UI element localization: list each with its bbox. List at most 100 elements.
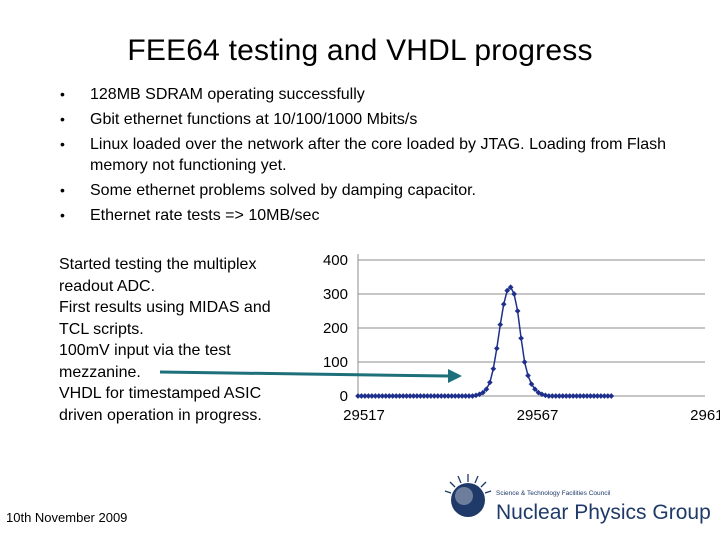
data-point: [480, 389, 486, 396]
data-point: [365, 393, 372, 399]
data-point: [414, 393, 420, 399]
annotation-arrow: [159, 370, 449, 378]
notes-line: TCL scripts.: [59, 320, 144, 338]
data-point: [407, 393, 413, 399]
bullet-item: Ethernet rate tests => 10MB/sec: [56, 205, 676, 226]
data-point: [556, 393, 563, 399]
y-tick-label: 100: [323, 354, 348, 371]
bullet-item: 128MB SDRAM operating successfully: [56, 84, 676, 105]
data-point: [417, 393, 424, 399]
data-point: [546, 393, 552, 399]
data-point: [382, 393, 389, 399]
data-point: [532, 386, 538, 393]
data-point: [500, 301, 507, 308]
y-tick-label: 200: [323, 320, 348, 337]
data-point: [518, 335, 524, 342]
data-point: [552, 393, 559, 399]
annotation-arrowhead: [448, 369, 462, 383]
logo-big-text: Nuclear Physics Group: [496, 501, 710, 524]
data-point: [403, 393, 410, 399]
data-point: [573, 393, 580, 399]
data-point: [483, 386, 490, 393]
y-tick-label: 0: [340, 388, 348, 405]
data-point: [580, 393, 587, 399]
data-point: [587, 393, 594, 399]
nuclear-physics-group-logo: Science & Technology Facilities Council …: [444, 474, 710, 524]
data-point: [400, 393, 406, 399]
notes-line: First results using MIDAS and: [59, 299, 271, 316]
data-point: [490, 365, 497, 372]
data-point: [605, 393, 611, 399]
data-point: [559, 393, 566, 399]
logo-small-text: Science & Technology Facilities Council: [496, 490, 611, 497]
data-point: [410, 393, 417, 399]
data-point: [358, 393, 365, 399]
series-line: [358, 285, 612, 397]
notes-line: readout ADC.: [59, 277, 156, 295]
y-tick-label: 300: [323, 286, 348, 303]
data-point: [504, 287, 511, 294]
data-point: [372, 393, 379, 399]
data-point: [598, 393, 604, 399]
data-point: [369, 393, 375, 399]
data-point: [521, 359, 528, 365]
data-point: [421, 393, 427, 399]
data-point: [594, 393, 601, 399]
stfc-globe-icon: [444, 474, 492, 517]
data-point: [386, 393, 393, 399]
slide-title: FEE64 testing and VHDL progress: [127, 34, 593, 67]
data-point: [362, 393, 368, 399]
x-tick-label: 29567: [517, 407, 559, 424]
data-point: [445, 393, 452, 399]
data-point: [438, 393, 445, 399]
data-point: [566, 393, 573, 399]
data-point: [584, 393, 590, 399]
data-point: [549, 393, 556, 399]
footer-date: 10th November 2009: [6, 510, 128, 525]
data-point: [487, 379, 493, 386]
data-point: [511, 291, 517, 297]
data-point: [452, 393, 458, 399]
bullet-item: Some ethernet problems solved by damping…: [56, 180, 676, 201]
notes-line: Started testing the multiplex: [59, 256, 257, 273]
data-point: [393, 393, 399, 399]
data-point: [563, 393, 570, 399]
data-point: [493, 345, 500, 352]
data-point: [459, 393, 465, 399]
data-point: [379, 393, 386, 399]
data-point: [448, 393, 455, 399]
x-tick-label: 29617: [690, 407, 720, 424]
data-point: [455, 393, 462, 399]
data-point: [389, 393, 396, 399]
data-point: [497, 321, 504, 328]
bullet-item: Gbit ethernet functions at 10/100/1000 M…: [56, 109, 676, 130]
data-point: [570, 393, 576, 399]
data-point: [608, 393, 615, 399]
bullet-list: 128MB SDRAM operating successfully Gbit …: [56, 84, 676, 230]
data-point: [525, 372, 531, 379]
data-point: [434, 393, 441, 399]
notes-line: 100mV input via the test: [59, 342, 231, 359]
notes-line: VHDL for timestamped ASIC: [59, 385, 262, 402]
data-point: [441, 393, 448, 399]
data-point: [514, 308, 521, 314]
x-tick-label: 29517: [343, 407, 385, 424]
data-point: [431, 393, 438, 399]
data-point: [466, 393, 472, 399]
data-point: [355, 393, 361, 399]
data-point: [396, 393, 403, 399]
bullet-item: Linux loaded over the network after the …: [56, 134, 676, 176]
data-point: [601, 393, 608, 399]
notes-text-block: Started testing the multiplex readout AD…: [59, 254, 309, 426]
data-point: [528, 381, 535, 387]
data-point: [462, 393, 469, 399]
data-point: [424, 393, 431, 399]
notes-line: mezzanine.: [59, 363, 141, 381]
data-point: [577, 393, 583, 399]
data-point: [591, 393, 597, 399]
data-point: [507, 284, 514, 291]
notes-line: driven operation in progress.: [59, 406, 262, 424]
data-point: [375, 393, 382, 399]
data-point: [428, 393, 434, 399]
